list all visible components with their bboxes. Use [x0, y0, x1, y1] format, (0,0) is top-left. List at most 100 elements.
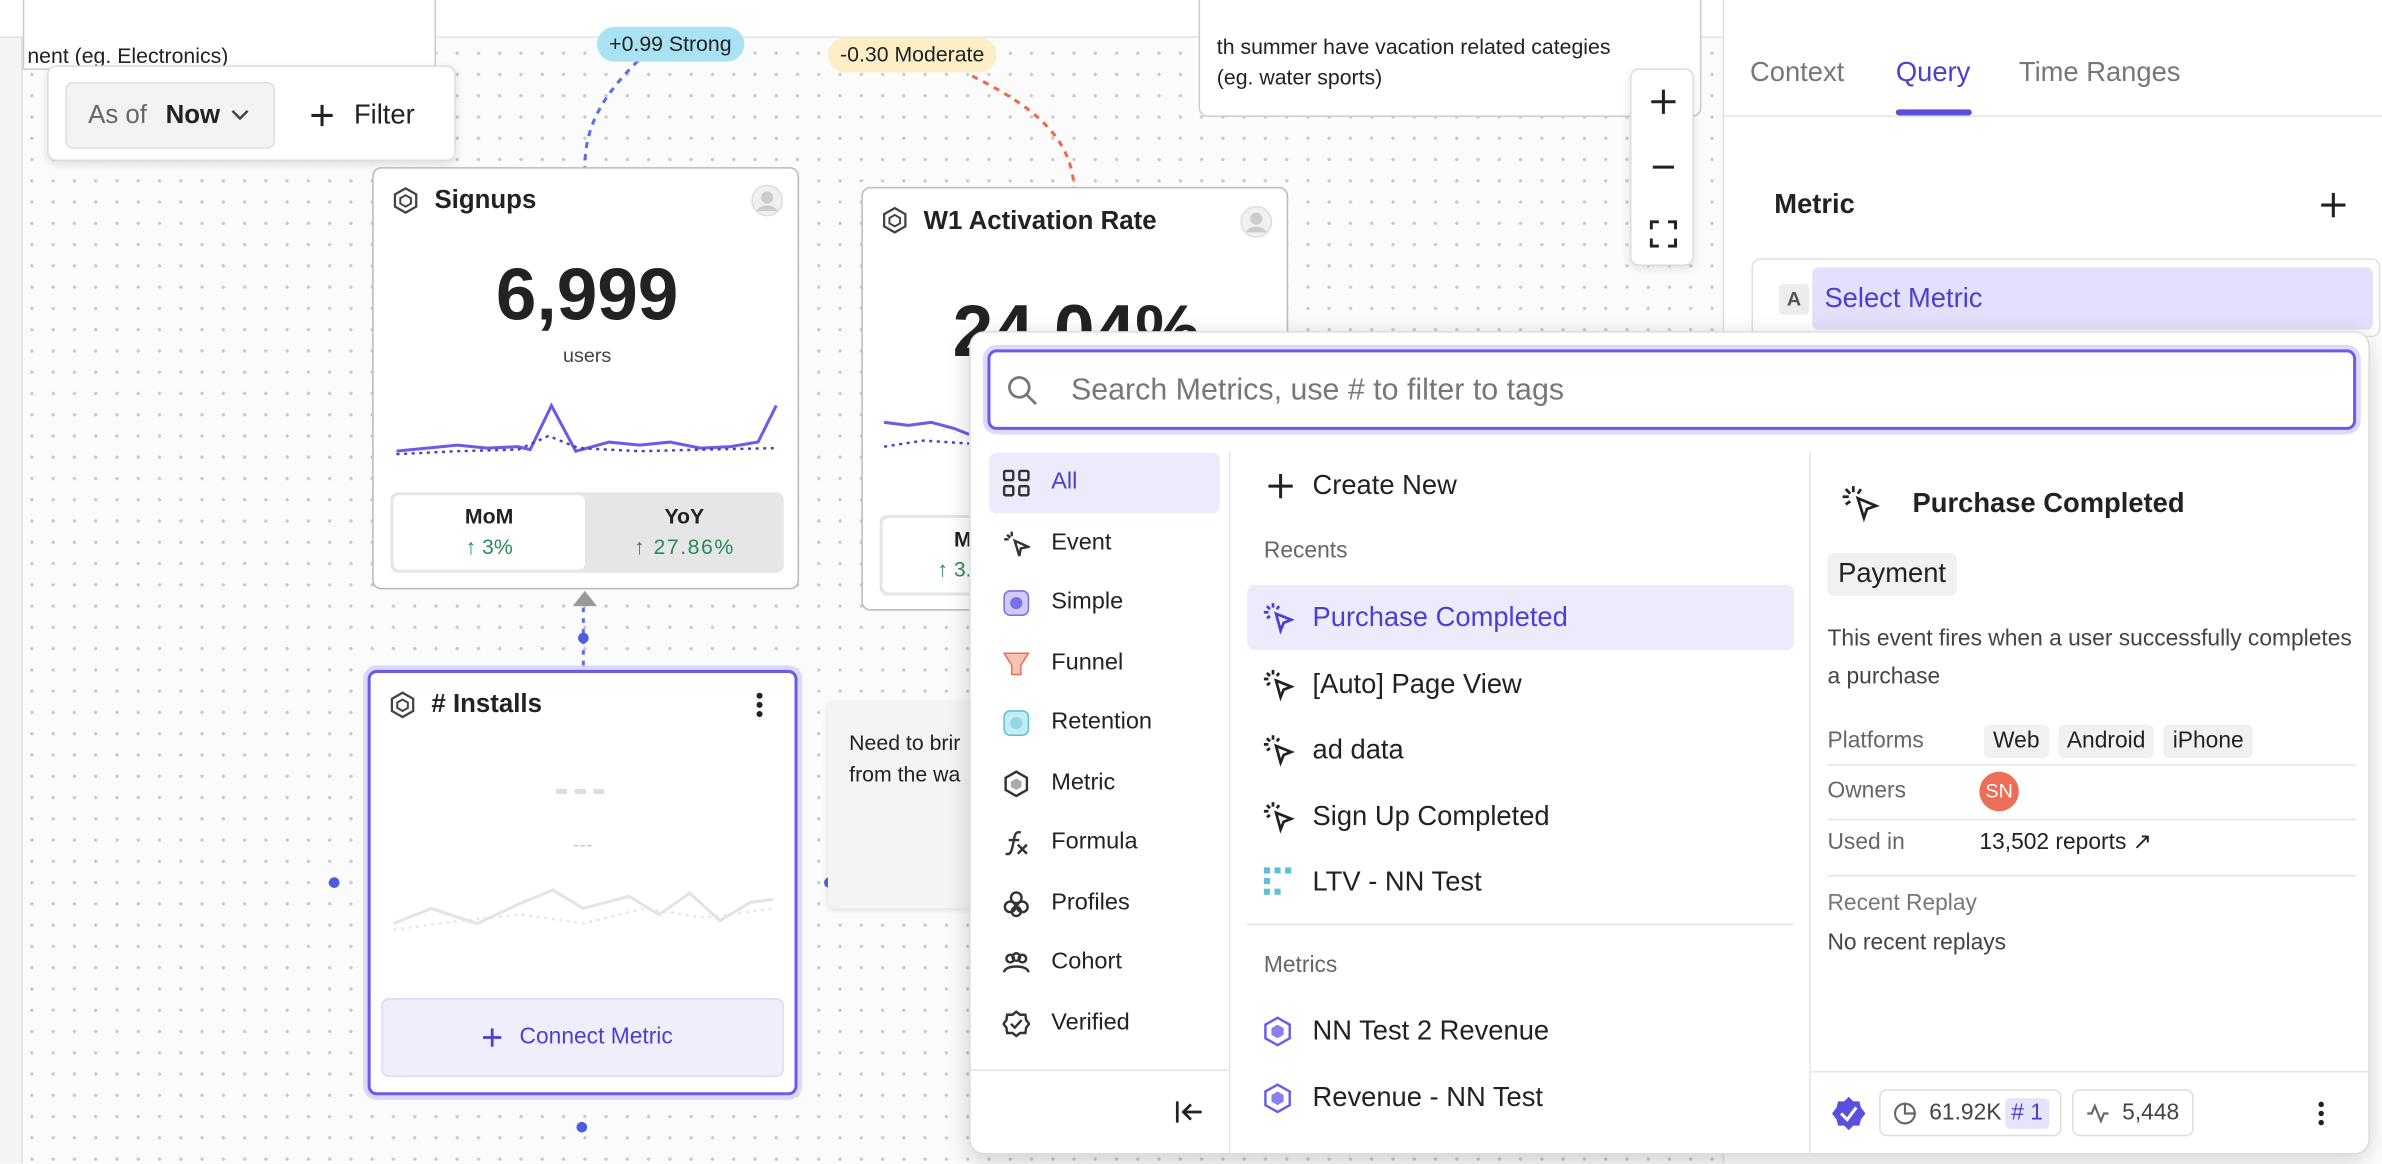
- recent-item[interactable]: Purchase Completed: [1247, 586, 1794, 650]
- metric-row: A Select Metric: [1751, 258, 2381, 338]
- item-icon: [1263, 735, 1295, 767]
- category-icon: [1003, 590, 1030, 616]
- connector: [971, 74, 1076, 187]
- divider: [1809, 451, 1811, 1157]
- category-item[interactable]: Formula: [989, 813, 1220, 874]
- category-item[interactable]: Verified: [989, 993, 1220, 1054]
- connector: [583, 59, 640, 168]
- chevron: [231, 110, 249, 121]
- tab-active[interactable]: Query: [1895, 56, 1971, 87]
- stat-rank: # 1: [2005, 1098, 2050, 1129]
- search-input[interactable]: Search Metrics, use # to filter to tags: [987, 349, 2357, 430]
- comparison-label: M: [953, 526, 972, 551]
- verified-badge: [1832, 1096, 1866, 1131]
- metric-icon: [393, 187, 418, 214]
- recent-item[interactable]: ad data: [1247, 719, 1794, 783]
- metric-item[interactable]: Revenue - NN Test: [1247, 1066, 1794, 1130]
- recent-item[interactable]: LTV - NN Test: [1247, 851, 1794, 915]
- platform-chip: Android: [2057, 724, 2155, 759]
- button-label: Connect Metric: [519, 1023, 673, 1050]
- top-border: [0, 36, 1723, 38]
- search-placeholder: Search Metrics, use # to filter to tags: [1070, 373, 1565, 408]
- item-label: [Auto] Page View: [1312, 667, 1522, 699]
- kebab-menu[interactable]: [2315, 1101, 2327, 1126]
- recent-item[interactable]: [Auto] Page View: [1247, 652, 1794, 716]
- item-label: Purchase Completed: [1312, 601, 1568, 633]
- section-title: Metric: [1774, 188, 1855, 220]
- note-text: from the wa: [849, 761, 961, 787]
- stat-value: 5,448: [2122, 1099, 2180, 1126]
- arrow-head: [572, 590, 598, 607]
- category-icon: [1003, 890, 1029, 917]
- kebab-menu[interactable]: [753, 691, 765, 718]
- select-metric[interactable]: Select Metric: [1812, 267, 2373, 330]
- metric-picker: Search Metrics, use # to filter to tags …: [969, 331, 2370, 1157]
- handle: [576, 1121, 588, 1133]
- sparkline-placeholder: [392, 888, 774, 931]
- correlation-pill: +0.99 Strong: [597, 26, 744, 62]
- item-label: LTV - NN Test: [1312, 866, 1482, 897]
- filter-button[interactable]: Filter: [299, 82, 436, 149]
- comparison-change: ↑ 3%: [465, 534, 513, 559]
- used-in-link[interactable]: 13,502 reports ↗: [1979, 829, 2152, 856]
- category-label: Formula: [1051, 828, 1138, 855]
- category-label: Metric: [1051, 768, 1116, 795]
- category-item[interactable]: Simple: [989, 573, 1220, 634]
- category-item[interactable]: Metric: [989, 753, 1220, 814]
- category-item[interactable]: All: [989, 453, 1220, 514]
- filter-label: Filter: [353, 99, 415, 130]
- comparison-change: ↑ 27.86%: [633, 534, 735, 559]
- category-icon: [1004, 769, 1029, 797]
- metric-card[interactable]: Signups 6,999 users MoM ↑ 3% YoY ↑ 27.86…: [372, 167, 800, 590]
- usage-icon: [1894, 1102, 1916, 1125]
- comparison-label: MoM: [464, 503, 514, 529]
- zoom-in[interactable]: [1648, 87, 1678, 117]
- handle: [328, 877, 340, 888]
- category-label: Cohort: [1051, 948, 1122, 975]
- replay-text: No recent replays: [1827, 929, 2007, 956]
- category-label: Event: [1051, 528, 1112, 555]
- stat-value: 61.92K: [1929, 1099, 2002, 1126]
- fit-view[interactable]: [1649, 220, 1678, 248]
- category-item[interactable]: Funnel: [989, 633, 1220, 694]
- connect-metric-button[interactable]: Connect Metric: [381, 998, 784, 1078]
- category-item[interactable]: Cohort: [989, 933, 1220, 994]
- metric-item[interactable]: NN Test 2 Revenue: [1247, 1000, 1794, 1064]
- as-of-label: As of: [88, 99, 147, 129]
- row-label: Recent Replay: [1827, 890, 1977, 917]
- card-unit: users: [562, 343, 612, 367]
- divider: [970, 1069, 1229, 1071]
- item-label: Sign Up Completed: [1312, 800, 1550, 831]
- item-label: Revenue - NN Test: [1312, 1081, 1544, 1112]
- category-icon: [1004, 530, 1030, 556]
- zoom-out[interactable]: [1648, 152, 1678, 182]
- card-value: 6,999: [495, 255, 679, 337]
- tab[interactable]: Time Ranges: [2018, 56, 2181, 87]
- activity-icon: [2087, 1103, 2109, 1124]
- tab[interactable]: Context: [1750, 56, 1845, 87]
- metric-letter: A: [1778, 284, 1810, 315]
- add-metric[interactable]: [2320, 191, 2347, 218]
- owner-avatar: SN: [1979, 771, 2019, 812]
- card-title: # Installs: [431, 689, 542, 719]
- category-item[interactable]: Retention: [989, 693, 1220, 754]
- avatar: [751, 184, 784, 217]
- category-label: Verified: [1051, 1008, 1130, 1035]
- metric-icon: [390, 691, 415, 719]
- category-item[interactable]: Profiles: [989, 873, 1220, 934]
- section-label: Metrics: [1263, 952, 1338, 979]
- comparison-tab[interactable]: [393, 495, 585, 570]
- divider: [1228, 451, 1231, 1157]
- recent-item[interactable]: Sign Up Completed: [1247, 785, 1794, 849]
- detail-title: Purchase Completed: [1912, 487, 2185, 519]
- plus-icon: [1268, 473, 1293, 499]
- metric-card-selected[interactable]: # Installs --- --- Connect Metric: [367, 669, 798, 1096]
- item-icon: [1263, 801, 1295, 833]
- create-new[interactable]: Create New: [1312, 469, 1457, 501]
- as-of-button[interactable]: As of Now: [65, 82, 275, 149]
- collapse-button[interactable]: [1174, 1100, 1204, 1124]
- category-item[interactable]: Event: [989, 513, 1220, 574]
- category-label: Simple: [1051, 588, 1124, 615]
- category-icon: [1005, 830, 1028, 856]
